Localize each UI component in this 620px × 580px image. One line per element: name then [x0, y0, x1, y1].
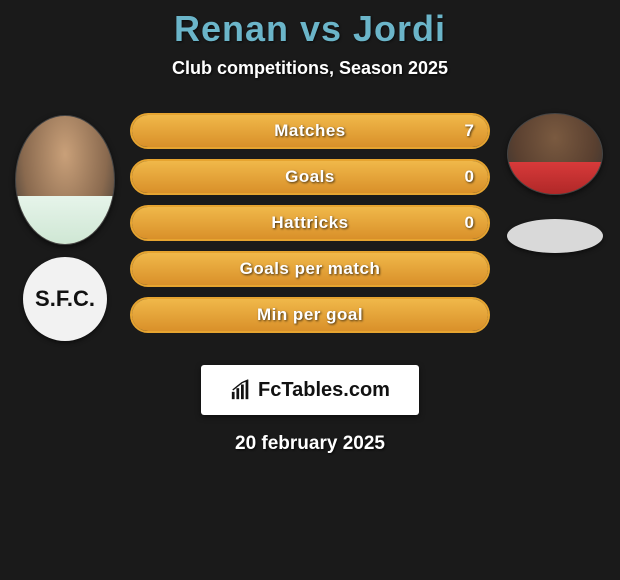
stat-bar-goals-per-match: Goals per match [130, 251, 490, 287]
page-title: Renan vs Jordi [0, 8, 620, 50]
player-right-badge [507, 219, 603, 253]
stat-label: Matches [274, 121, 346, 141]
stat-label: Hattricks [271, 213, 348, 233]
source-logo: FcTables.com [201, 365, 419, 415]
player-right-photo [507, 113, 603, 195]
comparison-row: S.F.C. Matches 7 Goals 0 Hattricks 0 Goa… [0, 107, 620, 341]
stat-label: Min per goal [257, 305, 363, 325]
stat-label: Goals per match [240, 259, 381, 279]
date-label: 20 february 2025 [0, 433, 620, 455]
stat-bar-hattricks: Hattricks 0 [130, 205, 490, 241]
stat-bar-goals: Goals 0 [130, 159, 490, 195]
infographic-root: Renan vs Jordi Club competitions, Season… [0, 0, 620, 455]
source-logo-text: FcTables.com [258, 379, 390, 402]
stat-value-right: 0 [465, 213, 474, 233]
player-right-column [500, 107, 610, 253]
subtitle: Club competitions, Season 2025 [0, 58, 620, 79]
stat-bar-min-per-goal: Min per goal [130, 297, 490, 333]
stats-bars: Matches 7 Goals 0 Hattricks 0 Goals per … [130, 107, 490, 333]
player-left-photo [15, 115, 115, 245]
chart-icon [230, 379, 252, 401]
stat-value-right: 7 [465, 121, 474, 141]
player-left-column: S.F.C. [10, 107, 120, 341]
stat-label: Goals [285, 167, 335, 187]
stat-bar-matches: Matches 7 [130, 113, 490, 149]
player-left-badge: S.F.C. [23, 257, 107, 341]
stat-value-right: 0 [465, 167, 474, 187]
